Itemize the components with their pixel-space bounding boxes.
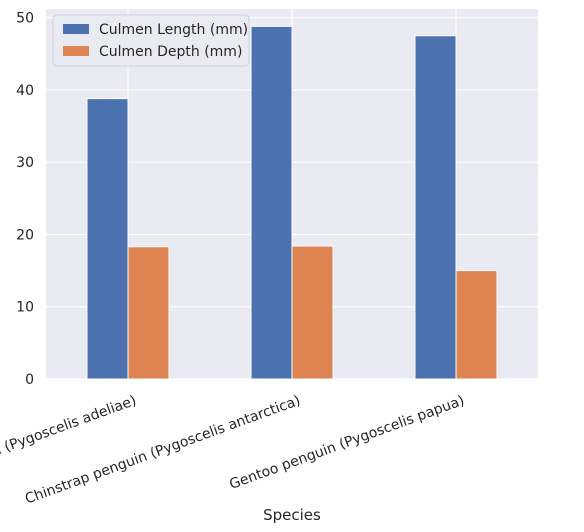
legend-label: Culmen Depth (mm)	[99, 44, 242, 60]
y-tick-label: 50	[16, 11, 34, 27]
x-tick-label: Chinstrap penguin (Pygoscelis antarctica…	[23, 393, 303, 508]
legend: Culmen Length (mm) Culmen Depth (mm)	[52, 14, 250, 67]
bar-culmen-length	[250, 25, 293, 380]
y-tick-label: 40	[16, 83, 34, 99]
legend-box	[52, 14, 250, 67]
bar-culmen-length	[86, 98, 129, 380]
y-tick-label: 10	[16, 300, 34, 316]
bar-culmen-length	[414, 35, 457, 380]
legend-swatch	[63, 24, 89, 34]
bar-culmen-depth	[455, 270, 498, 380]
y-tick-label: 30	[16, 155, 34, 171]
legend-label: Culmen Length (mm)	[99, 22, 248, 38]
y-axis-tick-labels: 0 10 20 30 40 50	[16, 11, 34, 388]
y-tick-label: 20	[16, 227, 34, 243]
bar-culmen-depth	[291, 245, 334, 380]
x-axis-tick-labels: Adelie Penguin (Pygoscelis adeliae)Chins…	[0, 393, 467, 508]
legend-swatch	[63, 46, 89, 56]
bar-culmen-depth	[127, 246, 170, 380]
bars	[86, 25, 498, 380]
x-axis-label: Species	[263, 506, 321, 524]
y-tick-label: 0	[25, 372, 34, 388]
